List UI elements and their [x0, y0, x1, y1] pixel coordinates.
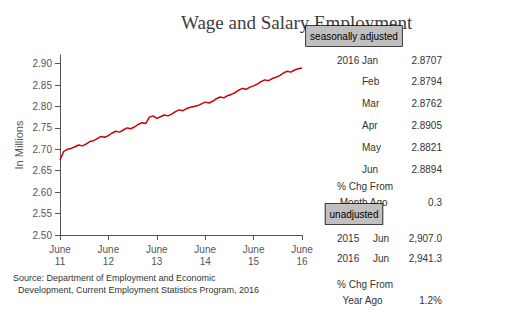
svg-text:2.50: 2.50: [33, 230, 53, 241]
svg-text:Mar: Mar: [362, 98, 380, 109]
svg-text:2.85: 2.85: [33, 80, 53, 91]
svg-text:2.8894: 2.8894: [411, 164, 442, 175]
svg-text:June: June: [194, 244, 216, 255]
svg-text:2016: 2016: [337, 253, 360, 264]
svg-text:Feb: Feb: [362, 76, 380, 87]
svg-text:Apr: Apr: [362, 120, 378, 131]
svg-text:2.8821: 2.8821: [411, 142, 442, 153]
svg-text:2.90: 2.90: [33, 58, 53, 69]
svg-text:seasonally adjusted: seasonally adjusted: [310, 31, 398, 42]
svg-text:0.3: 0.3: [428, 197, 442, 208]
svg-text:June: June: [49, 244, 71, 255]
svg-text:12: 12: [103, 256, 115, 267]
svg-text:2.80: 2.80: [33, 101, 53, 112]
svg-text:unadjusted: unadjusted: [330, 209, 379, 220]
svg-text:% Chg From: % Chg From: [337, 181, 393, 192]
svg-text:2,907.0: 2,907.0: [409, 233, 443, 244]
svg-text:14: 14: [200, 256, 212, 267]
svg-text:1.2%: 1.2%: [419, 295, 442, 306]
svg-text:Month Ago: Month Ago: [337, 196, 388, 208]
svg-text:% Chg From: % Chg From: [337, 279, 393, 290]
svg-text:Jun: Jun: [362, 164, 378, 175]
svg-text:11: 11: [55, 256, 66, 267]
svg-text:2.65: 2.65: [33, 165, 53, 176]
svg-text:2,941.3: 2,941.3: [409, 253, 443, 264]
svg-text:2.8794: 2.8794: [411, 76, 442, 87]
svg-text:2.8707: 2.8707: [411, 55, 442, 66]
svg-text:13: 13: [151, 256, 163, 267]
svg-text:2.8905: 2.8905: [411, 120, 442, 131]
svg-text:June: June: [243, 244, 265, 255]
svg-text:Wage and Salary Employment: Wage and Salary Employment: [181, 12, 413, 33]
svg-text:Jun: Jun: [373, 253, 389, 264]
svg-text:Year Ago: Year Ago: [337, 295, 383, 306]
svg-text:Jun: Jun: [373, 233, 389, 244]
svg-text:2.55: 2.55: [33, 208, 53, 219]
svg-text:2.70: 2.70: [33, 144, 53, 155]
svg-text:2.75: 2.75: [33, 122, 53, 133]
svg-text:June: June: [98, 244, 120, 255]
svg-text:2.8762: 2.8762: [411, 98, 442, 109]
svg-text:June: June: [146, 244, 168, 255]
svg-text:May: May: [362, 142, 381, 153]
svg-text:16: 16: [296, 256, 308, 267]
svg-text:15: 15: [248, 256, 260, 267]
svg-text:Source: Department of Employme: Source: Department of Employment and Eco…: [13, 273, 216, 283]
svg-text:2016: 2016: [337, 55, 360, 66]
svg-text:Jan: Jan: [362, 55, 378, 66]
svg-text:Development, Current Employmen: Development, Current Employment Statisti…: [13, 285, 259, 295]
svg-text:2015: 2015: [337, 233, 360, 244]
svg-text:2.60: 2.60: [33, 187, 53, 198]
svg-text:June: June: [291, 244, 313, 255]
svg-text:In Millions: In Millions: [13, 120, 25, 169]
